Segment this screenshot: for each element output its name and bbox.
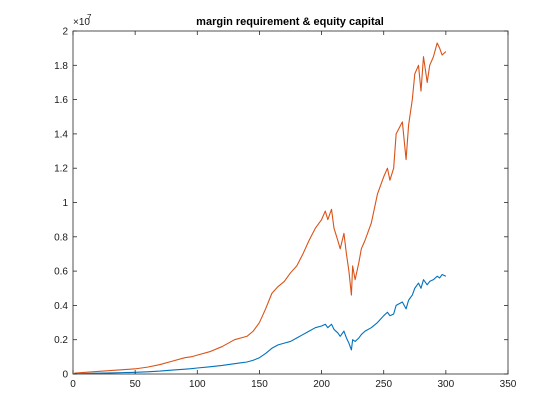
- x-tick-label: 300: [438, 379, 455, 390]
- x-tick-label: 200: [313, 379, 330, 390]
- x-tick-label: 50: [130, 379, 142, 390]
- y-tick-label: 1.6: [54, 95, 68, 106]
- series-group: [74, 42, 447, 375]
- y-tick-label: 0.6: [54, 267, 68, 278]
- x-tick-label: 150: [251, 379, 268, 390]
- y-axis-exponent-base: ×10: [73, 17, 90, 28]
- y-tick-label: 1.2: [54, 164, 68, 175]
- y-axis: 0 0.2 0.4 0.6 0.8 1 1.2 1.4 1.6 1.8 2: [54, 27, 508, 381]
- series-line-1: [74, 273, 447, 375]
- y-tick-label: 2: [62, 27, 68, 38]
- plot-area: [72, 30, 509, 375]
- x-tick-label: 0: [70, 379, 76, 390]
- y-tick-label: 1.8: [54, 61, 68, 72]
- series-line-0: [74, 42, 447, 374]
- x-tick-label: 250: [375, 379, 392, 390]
- x-axis: 0 50 100 150 200 250 300 350: [70, 31, 517, 390]
- y-tick-label: 1: [62, 198, 68, 209]
- y-tick-label: 0: [62, 370, 68, 381]
- chart-title: margin requirement & equity capital: [196, 16, 384, 28]
- y-tick-label: 1.4: [54, 129, 68, 140]
- y-tick-label: 0.8: [54, 232, 68, 243]
- y-axis-exponent-power: 7: [87, 13, 92, 22]
- x-tick-label: 100: [189, 379, 206, 390]
- x-tick-label: 350: [500, 379, 517, 390]
- y-axis-exponent: ×10 7: [73, 13, 92, 28]
- y-tick-label: 0.2: [54, 335, 68, 346]
- y-tick-label: 0.4: [54, 301, 68, 312]
